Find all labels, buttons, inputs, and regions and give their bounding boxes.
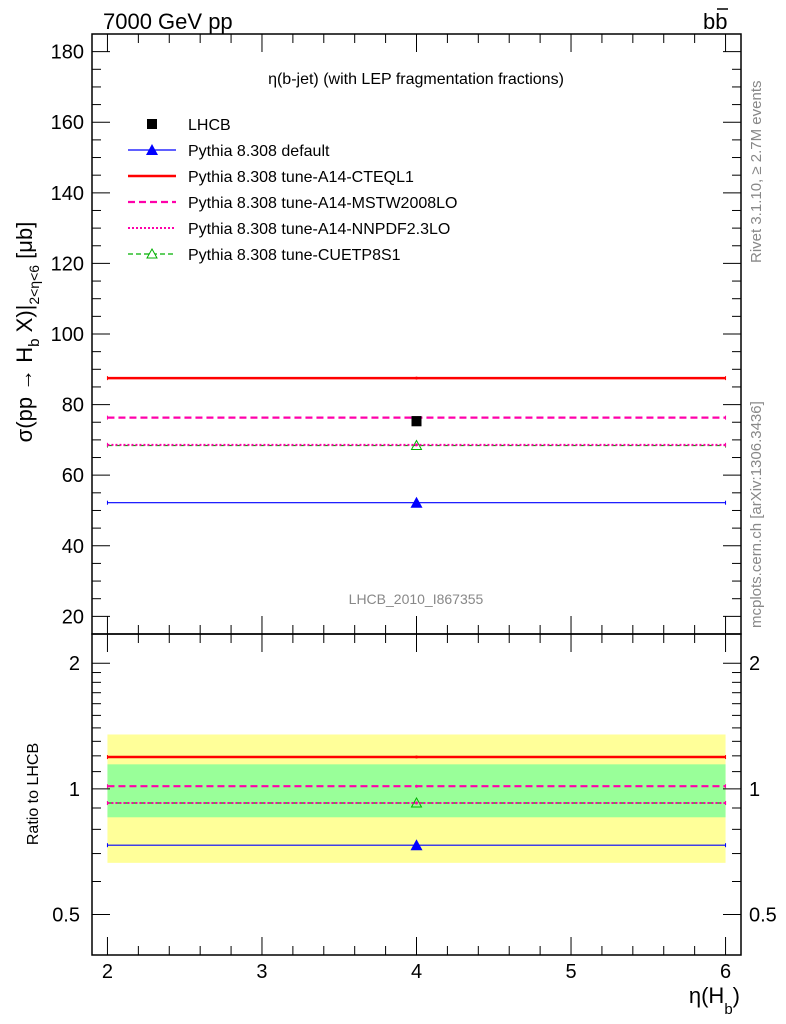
svg-text:bb: bb <box>703 9 728 34</box>
main-series <box>106 376 727 508</box>
main-y-tick-label: 160 <box>51 112 84 134</box>
main-y-tick-label: 100 <box>51 324 84 346</box>
legend-label-cteql1: Pythia 8.308 tune-A14-CTEQL1 <box>188 169 414 186</box>
ratio-axes: 0.5 0.5 1 1 2 2 2 3 4 5 6 <box>52 34 777 983</box>
main-y-tick-label: 20 <box>62 606 84 628</box>
ratio-y-tick-label: 1 <box>69 779 80 801</box>
ratio-marker-mstw <box>415 784 418 788</box>
main-y-axis-label: σ(pp → Hb X)|2<η<6 [μb] <box>12 222 43 443</box>
x-tick-label: 6 <box>720 961 731 983</box>
header-process-label: bb <box>703 8 728 34</box>
x-tick-label: 5 <box>565 961 576 983</box>
legend-label-lhcb: LHCB <box>188 117 231 134</box>
main-y-tick-label: 60 <box>62 465 84 487</box>
ratio-y-axis-label: Ratio to LHCB <box>25 743 42 845</box>
main-marker-cteql1 <box>415 376 418 380</box>
main-y-tick-label: 40 <box>62 536 84 558</box>
x-tick-label: 2 <box>102 961 113 983</box>
x-tick-label: 4 <box>411 961 422 983</box>
main-y-tick-label: 80 <box>62 395 84 417</box>
analysis-watermark: LHCB_2010_I867355 <box>349 591 484 607</box>
mcplots-label: mcplots.cern.ch [arXiv:1306.3436] <box>748 401 765 628</box>
main-y-tick-label: 120 <box>51 253 84 275</box>
x-tick-label: 3 <box>256 961 267 983</box>
ratio-marker-cteql1 <box>415 755 418 759</box>
ratio-band-inner <box>107 764 726 818</box>
ratio-marker-nnpdf <box>415 801 418 805</box>
main-axes: 20 40 60 80 100 120 140 160 180 <box>51 33 742 635</box>
legend-label-nnpdf: Pythia 8.308 tune-A14-NNPDF2.3LO <box>188 221 450 238</box>
header-energy-label: 7000 GeV pp <box>103 9 233 34</box>
ratio-marker-default <box>410 839 423 851</box>
legend-label-cuetp: Pythia 8.308 tune-CUETP8S1 <box>188 247 401 264</box>
main-y-tick-label: 140 <box>51 183 84 205</box>
plot-title: η(b-jet) (with LEP fragmentation fractio… <box>268 71 564 88</box>
x-axis-label: η(Hb) <box>689 983 740 1018</box>
ratio-series <box>106 755 727 851</box>
ratio-y-tick-label-right: 1 <box>749 779 760 801</box>
legend: LHCB Pythia 8.308 default Pythia 8.308 tun… <box>128 117 457 264</box>
main-marker-lhcb <box>411 416 422 427</box>
legend-marker-default <box>146 144 158 155</box>
ratio-y-tick-label-right: 2 <box>749 653 760 675</box>
ratio-y-tick-label-right: 0.5 <box>749 905 777 927</box>
legend-marker-lhcb <box>147 119 157 129</box>
main-marker-cuetp <box>410 439 423 451</box>
main-marker-default <box>410 496 423 508</box>
legend-marker-cuetp <box>146 247 158 259</box>
ratio-y-tick-label: 2 <box>69 653 80 675</box>
legend-label-mstw: Pythia 8.308 tune-A14-MSTW2008LO <box>188 195 457 212</box>
ratio-marker-cuetp <box>410 796 423 808</box>
legend-label-default: Pythia 8.308 default <box>188 143 330 160</box>
main-marker-nnpdf <box>415 443 418 447</box>
rivet-label: Rivet 3.1.10, ≥ 2.7M events <box>748 81 765 264</box>
main-y-tick-label: 180 <box>51 42 84 64</box>
ratio-y-tick-label: 0.5 <box>52 905 80 927</box>
